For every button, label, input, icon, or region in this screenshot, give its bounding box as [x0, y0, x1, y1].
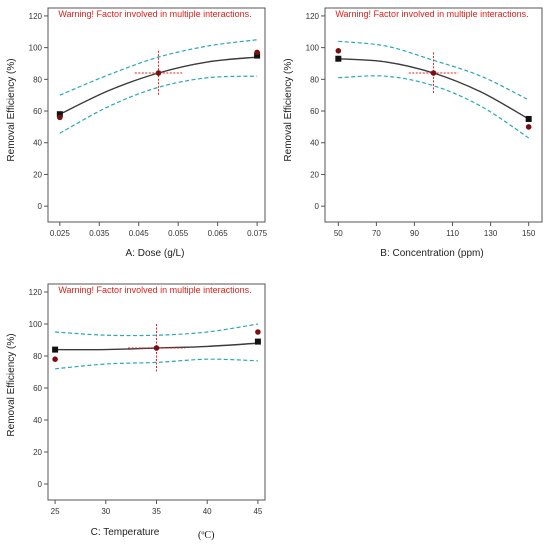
y-tick-label: 120: [29, 288, 43, 297]
temperature-unit-note: (ºC): [198, 530, 214, 541]
ci-lower-line: [59, 75, 258, 134]
y-tick-label: 20: [33, 448, 42, 457]
y-axis-label: Removal Efficiency (%): [6, 58, 17, 161]
x-tick-label: 50: [334, 229, 343, 238]
x-tick-label: 150: [522, 229, 536, 238]
design-point-square: [335, 55, 342, 62]
y-tick-label: 60: [310, 107, 319, 116]
design-point-circle: [335, 48, 342, 54]
ci-upper-line: [59, 39, 258, 96]
plot-frame: [324, 7, 543, 223]
y-tick-label: 80: [33, 352, 42, 361]
y-tick-label: 20: [33, 170, 42, 179]
y-tick-label: 60: [33, 384, 42, 393]
y-tick-label: 120: [306, 12, 320, 21]
design-point-square: [525, 115, 532, 122]
design-point-circle: [430, 70, 437, 76]
x-tick-label: 0.065: [208, 229, 229, 238]
design-point-circle: [57, 114, 63, 121]
x-tick-label: 35: [152, 507, 161, 516]
y-tick-label: 0: [38, 202, 43, 211]
y-tick-label: 100: [306, 44, 320, 53]
warning-text: Warning! Factor involved in multiple int…: [58, 9, 251, 19]
design-point-circle: [155, 70, 162, 76]
ci-upper-line: [55, 323, 258, 337]
chart-panel-dose: Removal Efficiency (%) A: Dose (g/L) War…: [6, 7, 268, 259]
y-axis-label: Removal Efficiency (%): [6, 333, 17, 436]
y-axis-label: Removal Efficiency (%): [283, 58, 294, 161]
x-tick-label: 45: [253, 507, 262, 516]
y-tick-label: 40: [33, 139, 42, 148]
y-tick-label: 120: [29, 12, 43, 21]
plot-frame: [47, 283, 266, 501]
warning-text: Warning! Factor involved in multiple int…: [58, 285, 251, 295]
x-tick-label: 0.055: [168, 229, 189, 238]
y-tick-label: 80: [310, 75, 319, 84]
y-tick-label: 100: [29, 320, 43, 329]
design-point-circle: [255, 329, 261, 335]
x-axis-label: C: Temperature: [91, 527, 160, 538]
y-tick-label: 40: [33, 416, 42, 425]
design-point-circle: [254, 49, 260, 56]
y-tick-label: 100: [29, 44, 43, 53]
ci-lower-line: [55, 358, 258, 370]
design-point-circle: [153, 345, 160, 351]
y-tick-label: 80: [33, 75, 42, 84]
y-tick-label: 40: [310, 139, 319, 148]
y-tick-label: 0: [38, 480, 43, 489]
warning-text: Warning! Factor involved in multiple int…: [335, 9, 528, 19]
x-axis-label: A: Dose (g/L): [126, 248, 185, 259]
design-point-square: [56, 111, 63, 118]
chart-panel-temperature: Removal Efficiency (%) C: Temperature (º…: [6, 283, 266, 541]
y-tick-label: 60: [33, 107, 42, 116]
design-point-square: [254, 52, 261, 59]
x-tick-label: 110: [446, 229, 459, 238]
x-tick-label: 0.035: [89, 229, 110, 238]
x-tick-label: 0.045: [129, 229, 150, 238]
y-tick-label: 0: [315, 202, 320, 211]
x-tick-label: 130: [484, 229, 498, 238]
x-tick-label: 0.025: [50, 229, 71, 238]
plot-frame: [47, 7, 266, 223]
x-tick-label: 40: [203, 507, 212, 516]
x-tick-label: 30: [101, 507, 110, 516]
ci-lower-line: [338, 75, 530, 139]
x-axis-label: B: Concentration (ppm): [380, 248, 483, 259]
x-tick-label: 0.075: [247, 229, 268, 238]
y-tick-label: 20: [310, 170, 319, 179]
design-point-square: [52, 346, 59, 353]
x-tick-label: 25: [51, 507, 60, 516]
design-point-square: [254, 338, 261, 345]
chart-panel-concentration: Removal Efficiency (%) B: Concentration …: [283, 7, 543, 259]
design-point-circle: [52, 356, 58, 363]
x-tick-label: 70: [372, 229, 381, 238]
design-point-circle: [525, 124, 532, 130]
x-tick-label: 90: [410, 229, 419, 238]
